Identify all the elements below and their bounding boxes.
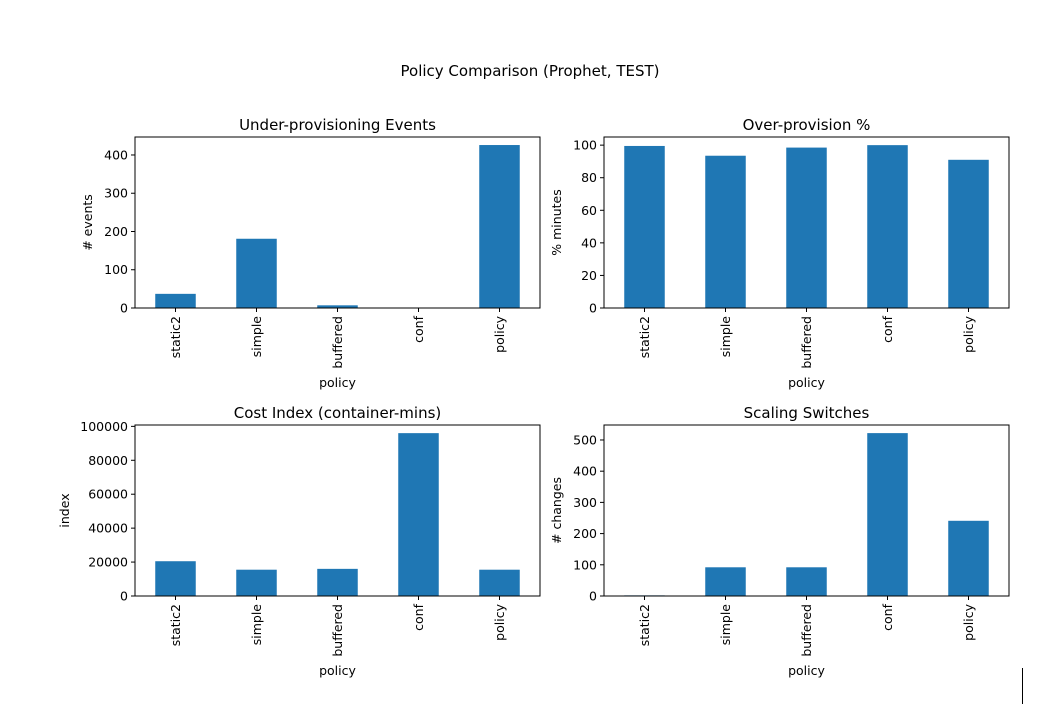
chart-1-xtick-label: policy — [492, 315, 507, 352]
chart-3-title: Cost Index (container-mins) — [234, 404, 442, 422]
chart-1-ylabel: # events — [80, 194, 95, 251]
chart-4-xtick-label: conf — [880, 603, 895, 630]
chart-3-xtick-label: static2 — [168, 604, 183, 646]
chart-2-ytick-label: 100 — [573, 138, 597, 153]
chart-1-ytick-label: 300 — [104, 186, 128, 201]
chart-2-ytick-label: 60 — [581, 203, 597, 218]
chart-2-bar-simple — [705, 155, 746, 308]
chart-4-ytick-label: 200 — [573, 526, 597, 541]
chart-4-bar-policy — [948, 520, 989, 596]
chart-3-xlabel: policy — [319, 663, 356, 678]
chart-2-bar-static2 — [624, 145, 665, 308]
chart-1-ytick-label: 400 — [104, 147, 128, 162]
chart-4-ytick-label: 100 — [573, 557, 597, 572]
chart-4-ytick-label: 500 — [573, 432, 597, 447]
chart-3-bar-static2 — [155, 561, 196, 596]
chart-3-bar-conf — [398, 433, 439, 596]
chart-4-ytick-label: 300 — [573, 495, 597, 510]
chart-3-bar-policy — [479, 569, 520, 596]
chart-2-xtick-label: buffered — [799, 316, 814, 369]
chart-4-xtick-label: simple — [718, 604, 733, 646]
chart-1-ytick-label: 0 — [120, 301, 128, 316]
chart-3-bar-buffered — [317, 568, 358, 596]
chart-1-bar-simple — [236, 238, 277, 308]
chart-3-ylabel: index — [57, 493, 72, 527]
chart-4-xtick-label: buffered — [799, 604, 814, 657]
chart-1-xtick-label: conf — [411, 315, 426, 342]
chart-1-xtick-label: simple — [249, 316, 264, 358]
chart-2-xtick-label: simple — [718, 316, 733, 358]
chart-2-xtick-label: policy — [961, 315, 976, 352]
chart-2-bar-buffered — [786, 147, 827, 308]
chart-2-ylabel: % minutes — [549, 189, 564, 255]
chart-2-bar-conf — [867, 145, 908, 308]
chart-2-ytick-label: 20 — [581, 268, 597, 283]
chart-2-xtick-label: static2 — [637, 316, 652, 358]
text-cursor — [1022, 668, 1023, 704]
chart-3-ytick-label: 60000 — [88, 487, 128, 502]
chart-2-xtick-label: conf — [880, 315, 895, 342]
chart-4-bar-buffered — [786, 567, 827, 596]
chart-1-bar-policy — [479, 145, 520, 308]
chart-1-ytick-label: 200 — [104, 224, 128, 239]
chart-2-xlabel: policy — [788, 375, 825, 390]
chart-1-bar-buffered — [317, 305, 358, 308]
chart-4-xlabel: policy — [788, 663, 825, 678]
figure-title: Policy Comparison (Prophet, TEST) — [400, 62, 660, 80]
chart-3-xtick-label: policy — [492, 603, 507, 640]
chart-4-ytick-label: 400 — [573, 464, 597, 479]
chart-2-ytick-label: 0 — [589, 301, 597, 316]
chart-1-ytick-label: 100 — [104, 262, 128, 277]
chart-4-ylabel: # changes — [549, 477, 564, 544]
chart-2-bar-policy — [948, 159, 989, 308]
chart-1-xtick-label: static2 — [168, 316, 183, 358]
chart-4-bar-conf — [867, 433, 908, 596]
chart-3-xtick-label: conf — [411, 603, 426, 630]
chart-3-ytick-label: 20000 — [88, 555, 128, 570]
chart-4-bar-simple — [705, 567, 746, 596]
chart-1-title: Under-provisioning Events — [239, 116, 436, 134]
chart-1-xtick-label: buffered — [330, 316, 345, 369]
chart-3-ytick-label: 100000 — [80, 419, 128, 434]
chart-4-ytick-label: 0 — [589, 589, 597, 604]
chart-1-bar-static2 — [155, 293, 196, 308]
chart-2-ytick-label: 80 — [581, 170, 597, 185]
chart-4-xtick-label: policy — [961, 603, 976, 640]
chart-2-title: Over-provision % — [743, 116, 871, 134]
chart-3-ytick-label: 80000 — [88, 453, 128, 468]
chart-1-xlabel: policy — [319, 375, 356, 390]
chart-4-title: Scaling Switches — [744, 404, 870, 422]
chart-3-xtick-label: buffered — [330, 604, 345, 657]
chart-3-ytick-label: 40000 — [88, 521, 128, 536]
chart-4-xtick-label: static2 — [637, 604, 652, 646]
chart-3-bar-simple — [236, 569, 277, 596]
chart-3-ytick-label: 0 — [120, 589, 128, 604]
chart-3-xtick-label: simple — [249, 604, 264, 646]
chart-2-ytick-label: 40 — [581, 235, 597, 250]
